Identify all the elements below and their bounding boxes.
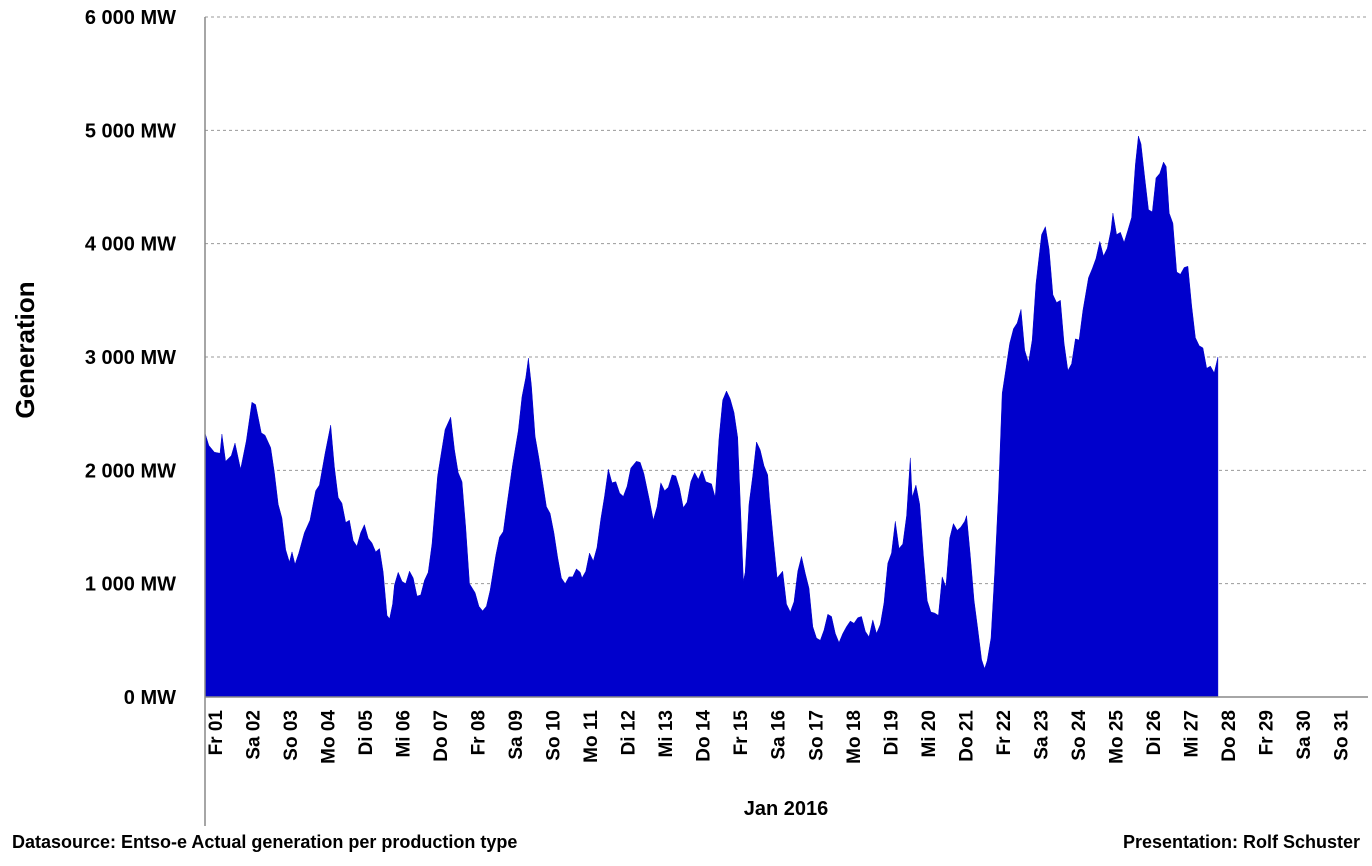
datasource-note: Datasource: Entso-e Actual generation pe… <box>12 832 518 852</box>
y-tick-label: 5 000 MW <box>85 120 176 142</box>
x-tick-label: Mo 11 <box>581 710 602 763</box>
y-axis-title: Generation <box>10 281 40 418</box>
x-tick-label: Fr 22 <box>994 710 1015 755</box>
x-tick-label: Do 21 <box>956 710 977 762</box>
x-tick-label: Sa 23 <box>1031 710 1052 760</box>
x-tick-label: Fr 29 <box>1257 710 1278 755</box>
x-tick-label: Do 28 <box>1219 710 1240 762</box>
x-tick-label: Mi 20 <box>919 710 940 758</box>
x-tick-label: Di 19 <box>881 710 902 755</box>
x-tick-label: Do 14 <box>694 710 715 762</box>
x-tick-label: Sa 30 <box>1294 710 1315 760</box>
x-tick-label: Di 05 <box>356 710 377 756</box>
x-tick-label: Mi 06 <box>394 710 415 758</box>
generation-area-series <box>204 135 1219 698</box>
x-tick-label: So 31 <box>1332 710 1353 761</box>
y-tick-label: 1 000 MW <box>85 574 176 596</box>
x-axis-title: Jan 2016 <box>744 798 829 820</box>
y-tick-label: 6 000 MW <box>85 7 176 29</box>
x-tick-label: Di 12 <box>619 710 640 755</box>
x-tick-labels: Fr 01 Sa 02 So 03 Mo 04 Di 05 Mi 06 Do 07 Fr 08… <box>206 710 1353 764</box>
presentation-credit: Presentation: Rolf Schuster <box>1122 832 1360 852</box>
x-tick-label: Fr 01 <box>206 710 227 756</box>
x-tick-label: Fr 08 <box>469 710 490 755</box>
x-tick-label: So 03 <box>281 710 302 761</box>
y-tick-label: 3 000 MW <box>85 347 176 369</box>
y-tick-label: 2 000 MW <box>85 460 176 482</box>
x-tick-label: Di 26 <box>1144 710 1165 755</box>
x-tick-label: Do 07 <box>431 710 452 762</box>
x-tick-label: Mo 18 <box>844 710 865 764</box>
x-tick-label: Mi 13 <box>656 710 677 758</box>
x-tick-label: Sa 16 <box>769 710 790 760</box>
y-tick-labels: 0 MW 1 000 MW 2 000 MW 3 000 MW 4 000 MW 5 00… <box>85 7 176 709</box>
axes <box>204 17 1368 826</box>
x-tick-label: So 17 <box>806 710 827 761</box>
y-tick-label: 4 000 MW <box>85 234 176 256</box>
x-tick-label: Mi 27 <box>1181 710 1202 758</box>
x-tick-label: Fr 15 <box>731 710 752 756</box>
x-tick-label: Mo 25 <box>1106 710 1127 764</box>
x-tick-label: Sa 02 <box>244 710 265 760</box>
x-tick-label: Mo 04 <box>319 710 340 764</box>
x-tick-label: Sa 09 <box>506 710 527 760</box>
x-tick-label: So 24 <box>1069 710 1090 761</box>
x-tick-label: So 10 <box>544 710 565 761</box>
y-tick-label: 0 MW <box>124 687 176 709</box>
